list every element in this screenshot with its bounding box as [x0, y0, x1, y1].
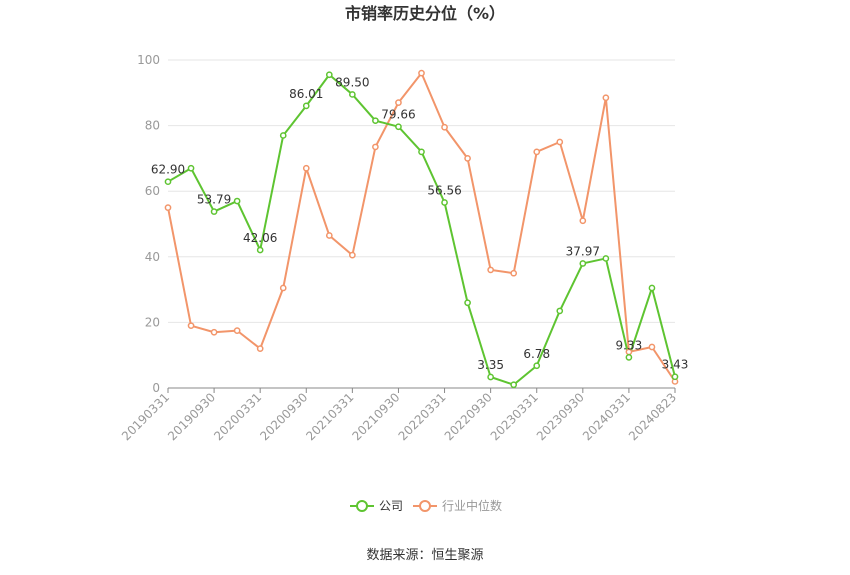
series-lines	[167, 72, 676, 386]
data-point-company	[302, 102, 310, 110]
data-point-company	[464, 299, 471, 307]
data-label: 56.56	[427, 183, 461, 197]
data-point-company	[648, 284, 656, 292]
y-axis: 0 20 40 60 80 100	[137, 53, 160, 395]
data-point-industry-median	[187, 322, 195, 330]
grid	[168, 59, 675, 323]
data-label: 37.97	[566, 244, 600, 258]
legend-marker-icon	[356, 500, 368, 512]
data-point-industry-median	[533, 148, 541, 156]
series-line-company	[167, 73, 676, 386]
series-line-industry-median	[167, 72, 676, 382]
data-point-company	[164, 178, 172, 186]
x-tick-label: 20210331	[303, 390, 356, 443]
y-tick-label: 20	[145, 315, 160, 329]
data-point-company	[279, 132, 287, 139]
data-point-company	[602, 255, 610, 262]
x-tick-label: 20200331	[211, 390, 264, 443]
data-point-industry-median	[279, 284, 287, 292]
y-tick-label: 80	[145, 119, 160, 133]
data-point-company	[579, 260, 587, 267]
x-tick-label: 20200930	[257, 390, 310, 443]
data-point-company	[395, 123, 402, 131]
legend-marker-icon	[419, 500, 431, 512]
data-point-company	[510, 381, 518, 389]
data-point-industry-median	[602, 94, 610, 102]
y-tick-label: 60	[145, 184, 160, 198]
legend[interactable]: 公司 行业中位数	[350, 498, 502, 513]
x-tick-label: 20190331	[119, 390, 172, 443]
data-label: 42.06	[243, 231, 277, 245]
series-points	[164, 69, 679, 389]
data-point-industry-median	[579, 217, 587, 225]
data-point-industry-median	[210, 328, 218, 336]
data-point-industry-median	[648, 343, 656, 351]
data-label: 9.33	[616, 338, 643, 352]
data-label: 62.90	[151, 163, 185, 177]
x-tick-label: 20240331	[580, 390, 633, 443]
data-point-industry-median	[395, 99, 402, 106]
x-tick-label: 20240823	[626, 390, 679, 443]
y-tick-label: 0	[152, 381, 160, 395]
x-tick-label: 20230331	[488, 390, 541, 443]
data-label: 3.43	[662, 358, 689, 372]
legend-item-industry-median[interactable]: 行业中位数	[413, 498, 502, 513]
data-point-industry-median	[418, 69, 425, 77]
data-point-industry-median	[302, 164, 310, 172]
legend-label: 行业中位数	[442, 498, 502, 513]
y-tick-label: 100	[137, 53, 160, 67]
data-label: 6.78	[523, 347, 550, 361]
data-point-company	[418, 148, 425, 156]
y-tick-label: 40	[145, 250, 160, 264]
data-point-industry-median	[510, 269, 518, 277]
x-tick-label: 20230930	[534, 390, 587, 443]
data-point-company	[625, 354, 633, 361]
data-point-industry-median	[256, 345, 264, 352]
x-tick-label: 20210930	[349, 390, 402, 443]
x-tick-label: 20220331	[396, 390, 449, 443]
data-point-company	[556, 307, 564, 315]
data-point-company	[325, 71, 333, 79]
data-point-industry-median	[556, 138, 564, 146]
data-point-industry-median	[233, 327, 241, 334]
data-label: 79.66	[381, 108, 415, 122]
data-point-industry-median	[372, 143, 379, 151]
chart-title: 市销率历史分位（%）	[345, 4, 505, 23]
data-point-industry-median	[464, 155, 471, 162]
legend-label: 公司	[379, 499, 403, 513]
legend-item-company[interactable]: 公司	[350, 499, 403, 513]
data-point-company	[372, 117, 379, 125]
x-tick-label: 20190930	[165, 390, 218, 443]
data-point-company	[671, 373, 679, 381]
data-point-industry-median	[164, 204, 172, 211]
data-label: 53.79	[197, 193, 231, 207]
data-point-industry-median	[325, 232, 333, 239]
data-label: 3.35	[477, 358, 504, 372]
data-point-company	[210, 208, 218, 215]
data-point-industry-median	[349, 251, 356, 259]
data-point-industry-median	[487, 266, 494, 274]
data-point-company	[256, 246, 264, 254]
data-point-company	[233, 197, 241, 205]
data-point-company	[487, 373, 494, 381]
x-axis: 2019033120190930202003312020093020210331…	[119, 387, 679, 443]
data-point-company	[349, 91, 356, 98]
data-point-company	[441, 199, 448, 206]
data-point-company	[533, 362, 541, 370]
data-point-company	[187, 164, 195, 172]
x-tick-label: 20220930	[442, 390, 495, 443]
data-label: 86.01	[289, 87, 323, 101]
source-note: 数据来源：恒生聚源	[366, 548, 483, 563]
data-point-industry-median	[441, 123, 448, 131]
data-labels: 62.90 53.79 42.06 86.01 89.50 79.66 56.56 3.35 6…	[151, 75, 689, 372]
data-label: 89.50	[335, 75, 369, 89]
